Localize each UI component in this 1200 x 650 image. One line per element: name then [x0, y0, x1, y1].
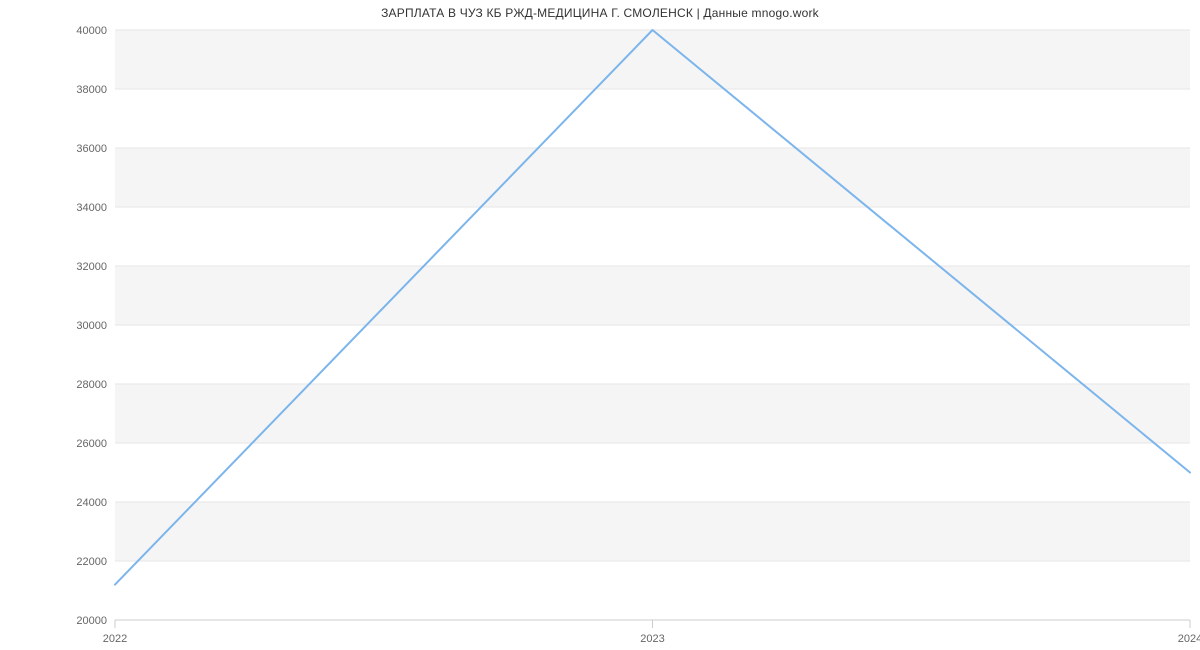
salary-chart: ЗАРПЛАТА В ЧУЗ КБ РЖД-МЕДИЦИНА Г. СМОЛЕН…	[0, 0, 1200, 650]
y-tick-label: 28000	[76, 379, 107, 391]
y-tick-label: 30000	[76, 320, 107, 332]
y-tick-label: 40000	[76, 25, 107, 37]
y-tick-label: 34000	[76, 202, 107, 214]
x-tick-label: 2022	[103, 633, 127, 645]
y-tick-label: 38000	[76, 84, 107, 96]
plot-band	[115, 384, 1190, 443]
chart-title: ЗАРПЛАТА В ЧУЗ КБ РЖД-МЕДИЦИНА Г. СМОЛЕН…	[0, 6, 1200, 20]
plot-band	[115, 30, 1190, 89]
y-tick-label: 26000	[76, 438, 107, 450]
y-tick-label: 24000	[76, 497, 107, 509]
y-tick-label: 32000	[76, 261, 107, 273]
plot-band	[115, 266, 1190, 325]
chart-svg: 20000 22000 24000 26000 28000 30000 32000 34000…	[0, 0, 1200, 650]
x-tick-label: 2023	[640, 633, 664, 645]
plot-band	[115, 502, 1190, 561]
y-tick-label: 36000	[76, 143, 107, 155]
y-tick-label: 22000	[76, 556, 107, 568]
plot-band	[115, 148, 1190, 207]
x-tick-label: 2024	[1178, 633, 1200, 645]
y-tick-label: 20000	[76, 615, 107, 627]
